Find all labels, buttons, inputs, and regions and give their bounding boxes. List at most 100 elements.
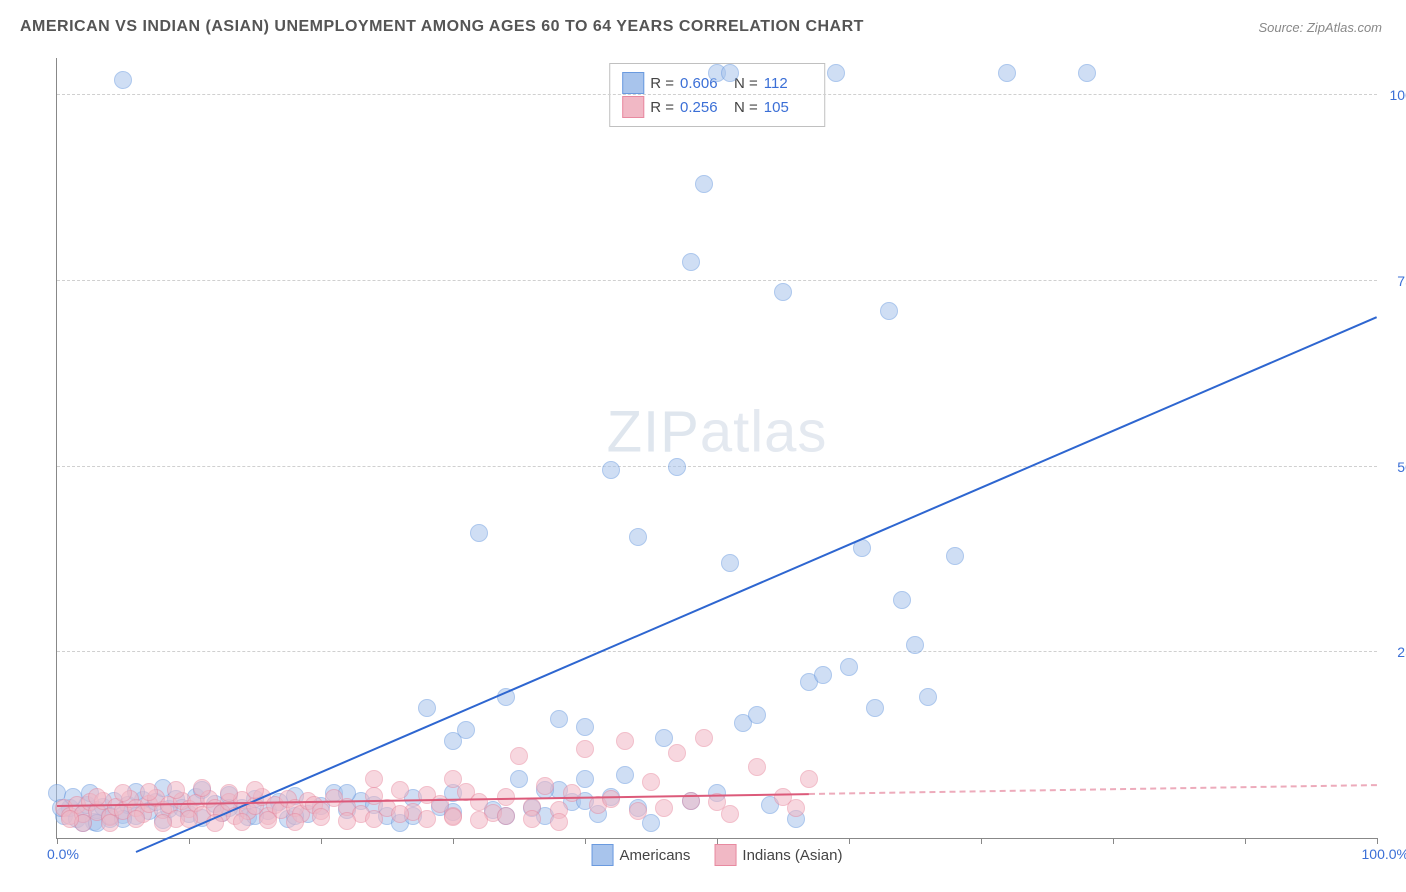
point-indians	[338, 812, 356, 830]
point-americans	[682, 253, 700, 271]
point-americans	[470, 524, 488, 542]
point-americans	[919, 688, 937, 706]
xtick	[1377, 838, 1378, 844]
point-indians	[576, 740, 594, 758]
legend-label-indians: Indians (Asian)	[742, 847, 842, 864]
x-origin-label: 0.0%	[47, 846, 79, 862]
point-indians	[655, 799, 673, 817]
point-indians	[61, 810, 79, 828]
ytick-label: 75.0%	[1382, 273, 1406, 289]
point-indians	[220, 784, 238, 802]
point-indians	[748, 758, 766, 776]
point-indians	[167, 781, 185, 799]
point-indians	[444, 808, 462, 826]
point-americans	[880, 302, 898, 320]
point-americans	[602, 461, 620, 479]
legend-indians: Indians (Asian)	[714, 844, 842, 866]
swatch-americans	[622, 72, 644, 94]
point-indians	[629, 802, 647, 820]
point-americans	[655, 729, 673, 747]
point-americans	[774, 283, 792, 301]
point-indians	[193, 779, 211, 797]
point-indians	[286, 813, 304, 831]
point-indians	[642, 773, 660, 791]
stat-n-label: N =	[734, 99, 758, 116]
legend-swatch-americans	[592, 844, 614, 866]
gridline	[57, 466, 1377, 467]
stat-n-americans: 112	[764, 75, 812, 92]
swatch-indians	[622, 96, 644, 118]
point-indians	[668, 744, 686, 762]
point-americans	[444, 732, 462, 750]
point-americans	[114, 71, 132, 89]
xtick	[585, 838, 586, 844]
xtick	[189, 838, 190, 844]
ytick-label: 50.0%	[1382, 459, 1406, 475]
point-indians	[101, 814, 119, 832]
point-americans	[721, 554, 739, 572]
x-max-label: 100.0%	[1362, 846, 1406, 862]
point-americans	[840, 658, 858, 676]
stat-r-indians: 0.256	[680, 99, 728, 116]
point-indians	[497, 807, 515, 825]
xtick	[717, 838, 718, 844]
point-indians	[616, 732, 634, 750]
point-indians	[602, 790, 620, 808]
xtick	[321, 838, 322, 844]
legend-label-americans: Americans	[620, 847, 691, 864]
stats-row-indians: R = 0.256 N = 105	[622, 96, 812, 118]
point-indians	[312, 808, 330, 826]
xtick	[1245, 838, 1246, 844]
point-americans	[721, 64, 739, 82]
point-indians	[523, 810, 541, 828]
point-indians	[695, 729, 713, 747]
point-americans	[866, 699, 884, 717]
point-indians	[233, 813, 251, 831]
chart-title: AMERICAN VS INDIAN (ASIAN) UNEMPLOYMENT …	[20, 18, 864, 36]
point-americans	[668, 458, 686, 476]
point-americans	[748, 706, 766, 724]
point-americans	[616, 766, 634, 784]
point-indians	[391, 781, 409, 799]
gridline	[57, 280, 1377, 281]
point-americans	[998, 64, 1016, 82]
point-indians	[800, 770, 818, 788]
xtick	[1113, 838, 1114, 844]
ytick-label: 25.0%	[1382, 644, 1406, 660]
watermark: ZIPatlas	[607, 399, 828, 466]
point-indians	[721, 805, 739, 823]
point-americans	[550, 710, 568, 728]
point-indians	[536, 777, 554, 795]
point-americans	[814, 666, 832, 684]
point-indians	[563, 784, 581, 802]
plot-area: ZIPatlas R = 0.606 N = 112 R = 0.256 N =…	[56, 58, 1377, 839]
point-indians	[259, 811, 277, 829]
stat-r-label: R =	[650, 75, 674, 92]
legend-americans: Americans	[592, 844, 691, 866]
stat-r-label: R =	[650, 99, 674, 116]
point-indians	[787, 799, 805, 817]
ytick-label: 100.0%	[1382, 87, 1406, 103]
point-indians	[418, 810, 436, 828]
point-indians	[365, 810, 383, 828]
regression-line	[809, 784, 1377, 795]
xtick	[57, 838, 58, 844]
point-americans	[576, 718, 594, 736]
point-americans	[906, 636, 924, 654]
point-indians	[365, 770, 383, 788]
point-indians	[470, 811, 488, 829]
point-americans	[695, 175, 713, 193]
point-indians	[114, 784, 132, 802]
xtick	[981, 838, 982, 844]
point-americans	[576, 770, 594, 788]
gridline	[57, 94, 1377, 95]
point-americans	[510, 770, 528, 788]
gridline	[57, 651, 1377, 652]
legend-swatch-indians	[714, 844, 736, 866]
point-americans	[418, 699, 436, 717]
point-indians	[391, 805, 409, 823]
point-indians	[444, 770, 462, 788]
point-americans	[946, 547, 964, 565]
point-americans	[893, 591, 911, 609]
stat-n-indians: 105	[764, 99, 812, 116]
